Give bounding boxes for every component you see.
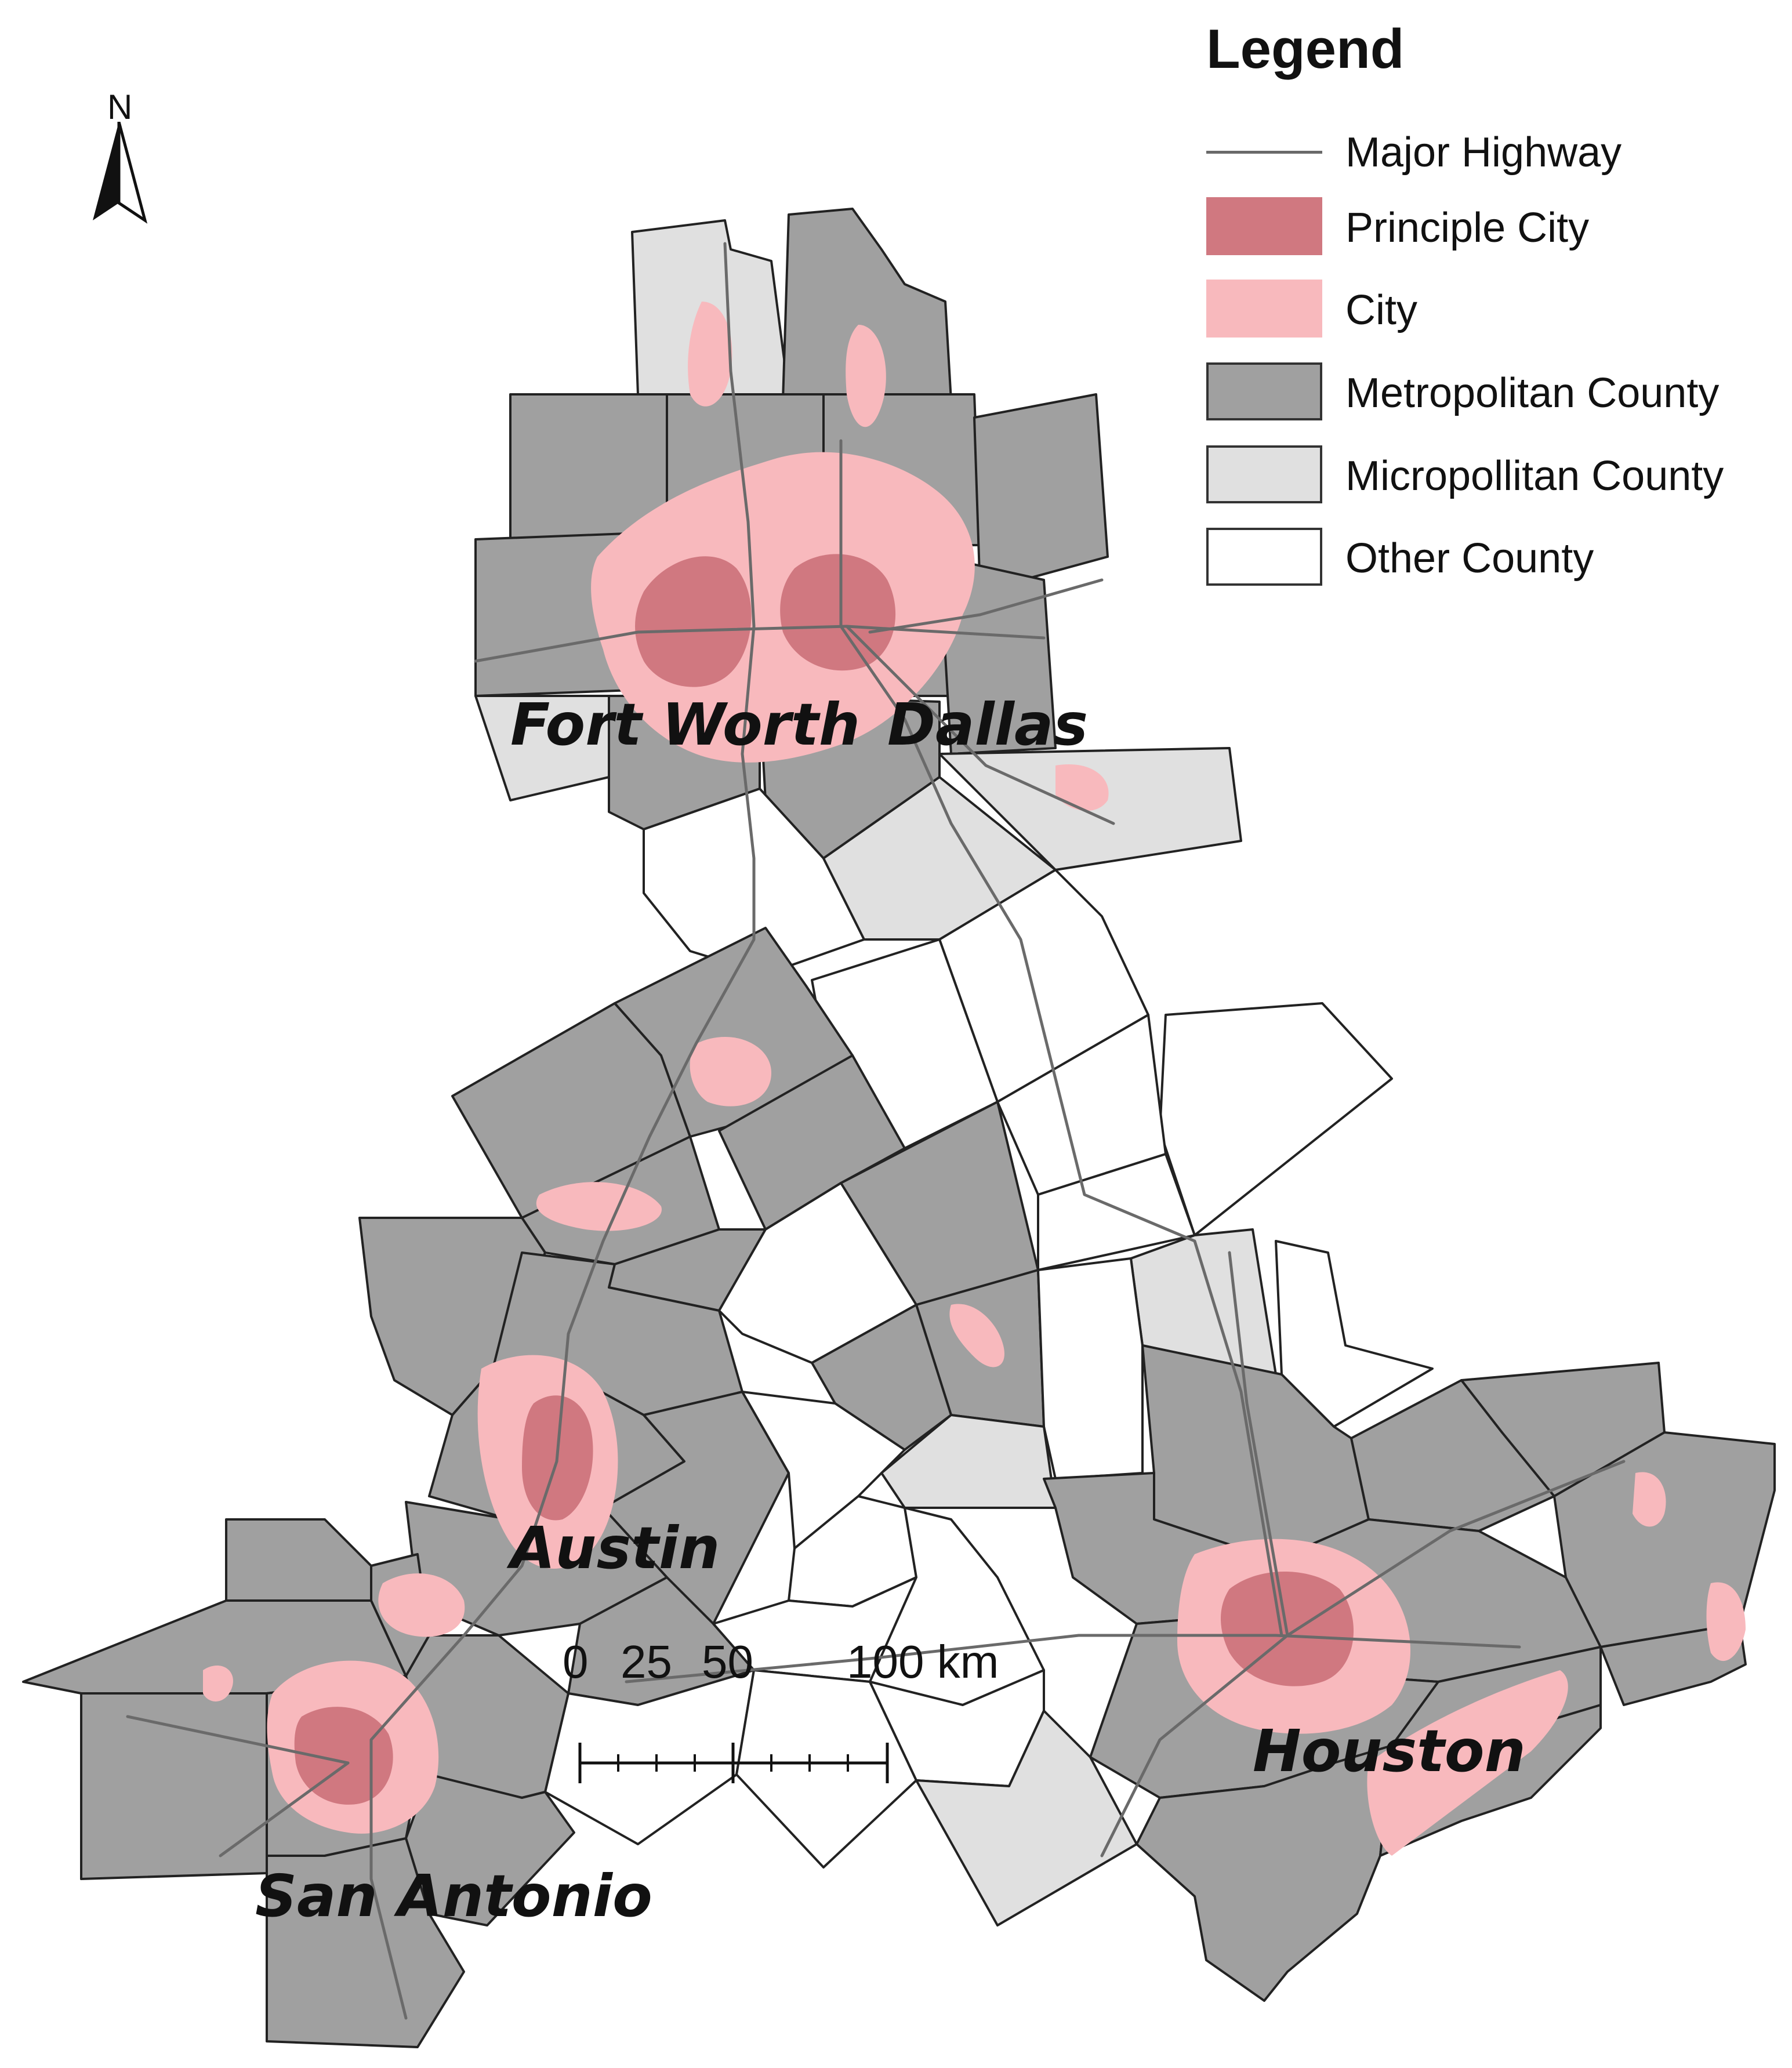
scale-bar-ruler [578, 1743, 889, 1783]
city-area [688, 302, 732, 407]
city-label-houston: Houston [1253, 1717, 1526, 1785]
county-micropolitan [880, 1414, 1057, 1509]
county-other [735, 1669, 917, 1869]
county-metropolitan [1136, 1744, 1393, 2002]
city-area [1367, 1670, 1568, 1856]
city-area [536, 1182, 662, 1231]
county-metropolitan [811, 1304, 952, 1451]
north-arrow: N [87, 87, 151, 226]
legend-swatch-micropolitan-county [1206, 445, 1322, 503]
city-label-fort-worth: Fort Worth [510, 691, 861, 759]
highway [845, 625, 1115, 825]
county-other [1159, 1002, 1393, 1236]
highway [1286, 1460, 1626, 1637]
highway [868, 578, 1104, 634]
legend-label: Other County [1345, 535, 1594, 582]
legend-item-city: City [1206, 280, 1786, 343]
legend-title: Legend [1206, 18, 1405, 80]
scale-label-100-km: 100 km [847, 1636, 999, 1688]
scale-label-50: 50 [702, 1636, 753, 1688]
principal-city-san-antonio [294, 1707, 393, 1805]
city-label-san-antonio: San Antonio [255, 1862, 652, 1930]
legend-label: City [1345, 287, 1417, 333]
county-metropolitan [938, 556, 1057, 755]
scale-label-25: 25 [621, 1636, 672, 1688]
highways [126, 242, 1626, 2020]
city-area [690, 1037, 771, 1106]
scale-label-0: 0 [563, 1636, 589, 1688]
legend-label: Major Highway [1345, 129, 1622, 176]
city-area [1706, 1582, 1746, 1661]
city-area [378, 1573, 465, 1637]
north-letter: N [107, 88, 133, 126]
legend-item-principle-city: Principle City [1206, 197, 1786, 261]
legend-swatch-principle-city [1206, 197, 1322, 255]
highway [1100, 1634, 1289, 1857]
city-area [1633, 1472, 1666, 1527]
scale-bar: 0 25 50 100 km [557, 1635, 1079, 1809]
city-label-dallas: Dallas [887, 691, 1089, 759]
legend-label: Metropolitan County [1345, 370, 1720, 416]
highway [474, 625, 1046, 663]
legend-swatch-other-county [1206, 528, 1322, 586]
city-area [846, 325, 886, 427]
county-metropolitan [80, 1692, 268, 1880]
county-metropolitan [225, 1518, 372, 1602]
highway [369, 242, 756, 2020]
legend-item-major-highway: Major Highway [1206, 122, 1786, 186]
legend-label: Principle City [1345, 205, 1590, 251]
highway [1228, 1251, 1289, 1637]
highway [839, 439, 1283, 1637]
north-arrow-icon [93, 122, 148, 224]
county-other [1037, 1257, 1144, 1480]
legend-swatch-city [1206, 280, 1322, 338]
highway [126, 1715, 350, 1765]
principal-city-fort-worth [635, 556, 752, 687]
city-area [949, 1304, 1004, 1367]
county-metropolitan [973, 393, 1109, 593]
legend: Legend Major Highway Principle City City… [1206, 12, 1786, 592]
highway [219, 1761, 350, 1857]
city-label-austin: Austin [510, 1514, 720, 1582]
city-area [1055, 764, 1109, 811]
legend-item-micropolitan-county: Micropollitan County [1206, 445, 1786, 509]
legend-item-metropolitan-county: Metropolitan County [1206, 362, 1786, 426]
highway [625, 1634, 1521, 1684]
legend-highway-line [1206, 151, 1322, 154]
legend-label: Micropollitan County [1345, 453, 1724, 499]
legend-swatch-metropolitan-county [1206, 362, 1322, 420]
principal-city-dallas [780, 554, 896, 671]
legend-item-other-county: Other County [1206, 528, 1786, 592]
county-metropolitan [266, 1837, 465, 2048]
city-area [203, 1665, 233, 1701]
